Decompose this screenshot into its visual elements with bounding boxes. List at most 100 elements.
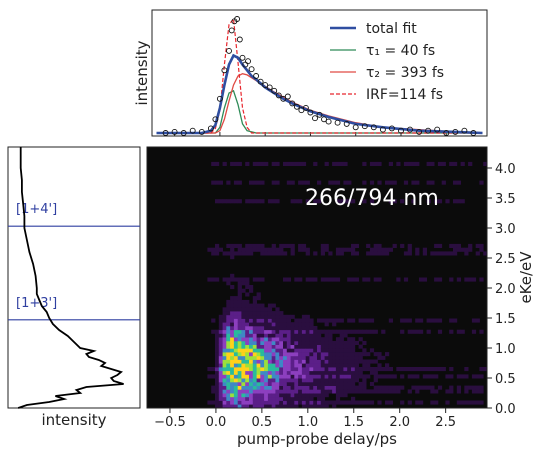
heatmap-cell (456, 329, 461, 334)
heatmap-cell (275, 344, 280, 349)
heatmap-cell (226, 337, 231, 342)
heatmap-cell (283, 378, 288, 383)
heatmap-cell (301, 400, 307, 405)
heatmap-cell (211, 389, 216, 394)
heatmap-cell (407, 161, 412, 166)
heatmap-cell (222, 337, 227, 342)
heatmap-cell (249, 381, 254, 386)
heatmap-cell (347, 277, 352, 282)
heatmap-cell (373, 277, 378, 282)
heatmap-cell (328, 352, 333, 357)
heatmap-cell (264, 363, 269, 368)
heatmap-cell (290, 352, 295, 357)
heatmap-cell (347, 355, 352, 360)
heatmap-cell (260, 307, 265, 312)
heatmap-cell (343, 393, 348, 398)
heatmap-cell (211, 318, 216, 323)
heatmap-cell (351, 374, 356, 379)
heatmap-cell (437, 385, 443, 390)
legend-label-irf: IRF=114 fs (366, 87, 443, 103)
heatmap-cell (226, 251, 231, 256)
heatmap-cell (271, 385, 276, 390)
heatmap-cell (317, 337, 322, 342)
heatmap-cell (215, 374, 220, 379)
heatmap-cell (233, 393, 239, 398)
heatmap-cell (343, 247, 348, 252)
heatmap-cell (264, 352, 269, 357)
heatmap-cell (347, 337, 352, 342)
heatmap-cell (241, 322, 246, 327)
heatmap-cell (373, 359, 378, 364)
heatmap-cell (237, 277, 242, 282)
heatmap-cell (320, 363, 325, 368)
heatmap-cell (222, 363, 227, 368)
heatmap-cell (279, 340, 284, 345)
heatmap-cell (332, 318, 337, 323)
heatmap-cell (294, 374, 299, 379)
heatmap-cell (366, 251, 371, 256)
heatmap-cell (275, 322, 280, 327)
heatmap-cell (358, 352, 363, 357)
heatmap-cell (230, 285, 235, 290)
heatmap-cell (320, 374, 325, 379)
heatmap-cell (339, 329, 344, 334)
heatmap-cell (256, 400, 261, 405)
heatmap-cell (317, 180, 322, 185)
heatmap-cell (313, 378, 318, 383)
heatmap-cell (343, 329, 348, 334)
heatmap-cell (264, 385, 269, 390)
heatmap-cell (298, 333, 303, 338)
top-data-point (245, 58, 251, 65)
heatmap-cell (430, 400, 435, 405)
heatmap-cell (294, 322, 299, 327)
heatmap-cell (317, 378, 322, 383)
heatmap-cell (317, 381, 322, 386)
heatmap-cell (222, 344, 227, 349)
heatmap-cell (230, 378, 235, 383)
heatmap-cell (320, 385, 325, 390)
heatmap-cell (301, 374, 307, 379)
heatmap-cell (290, 359, 295, 364)
heatmap-cell (298, 329, 303, 334)
heatmap-cell (347, 374, 352, 379)
heatmap-cell (464, 251, 469, 256)
heatmap-cell (339, 370, 344, 375)
heatmap-cell (283, 363, 288, 368)
heatmap-cell (275, 378, 280, 383)
top-data-point (212, 116, 219, 123)
heatmap-cell (434, 318, 439, 323)
heatmap-cell (230, 314, 235, 319)
heatmap-cell (430, 180, 435, 185)
heatmap-cell (290, 243, 295, 248)
heatmap-cell (290, 314, 295, 319)
heatmap-cell (332, 374, 337, 379)
heatmap-cell (317, 400, 322, 405)
top-data-point (407, 126, 413, 133)
heatmap-cell (267, 247, 273, 252)
heatmap-cell (256, 326, 261, 331)
heatmap-cell (426, 161, 431, 166)
top-data-point (352, 124, 359, 131)
heatmap-cell (252, 303, 257, 308)
heatmap-cell (366, 400, 371, 405)
heatmap-cell (286, 352, 291, 357)
heatmap-cell (279, 393, 284, 398)
heatmap-cell (453, 243, 458, 248)
heatmap-cell (385, 367, 390, 372)
heatmap-cell (377, 385, 382, 390)
x-tick-label: 1.5 (343, 415, 364, 430)
heatmap-cell (343, 199, 348, 204)
heatmap-cell (260, 381, 265, 386)
heatmap-cell (411, 385, 416, 390)
heatmap-cell (324, 329, 329, 334)
heatmap-cell (252, 243, 257, 248)
heatmap-cell (339, 389, 344, 394)
heatmap-cell (351, 400, 356, 405)
heatmap-cell (252, 314, 257, 319)
heatmap-cell (320, 381, 325, 386)
heatmap-cell (460, 374, 465, 379)
heatmap-cell (222, 311, 227, 316)
heatmap-cell (298, 199, 303, 204)
heatmap-cell (354, 329, 359, 334)
heatmap-cell (362, 363, 367, 368)
